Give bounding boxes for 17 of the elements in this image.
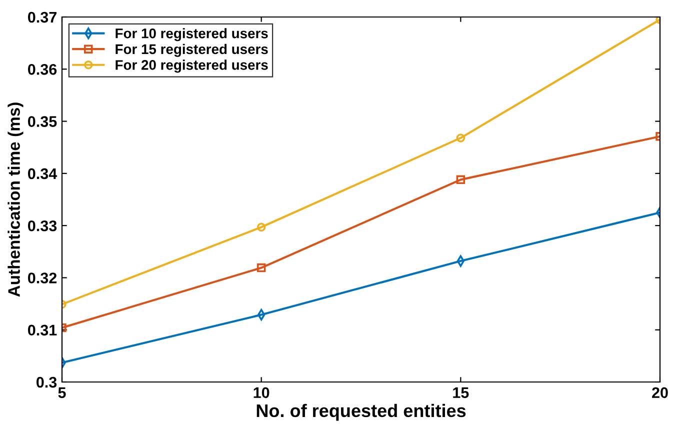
y-tick-label: 0.31 — [28, 324, 57, 336]
legend-label: For 15 registered users — [116, 44, 268, 57]
y-tick-label: 0.35 — [28, 116, 57, 127]
x-tick-label: 20 — [652, 387, 668, 398]
y-tick-label: 0.32 — [28, 272, 57, 284]
x-axis-title: No. of requested entities — [256, 404, 466, 421]
y-tick-label: 0.37 — [28, 12, 56, 23]
y-tick-label: 0.33 — [28, 220, 57, 232]
x-tick-label: 10 — [254, 387, 270, 398]
y-tick-label: 0.34 — [28, 168, 58, 180]
y-tick-label: 0.3 — [36, 376, 57, 388]
x-tick-label: 15 — [453, 387, 469, 398]
legend-label: For 20 registered users — [116, 60, 268, 73]
legend-label: For 10 registered users — [116, 28, 268, 42]
y-tick-label: 0.36 — [28, 64, 57, 75]
x-tick-label: 5 — [58, 387, 66, 398]
y-axis-title: Authentication time (ms) — [8, 102, 24, 297]
